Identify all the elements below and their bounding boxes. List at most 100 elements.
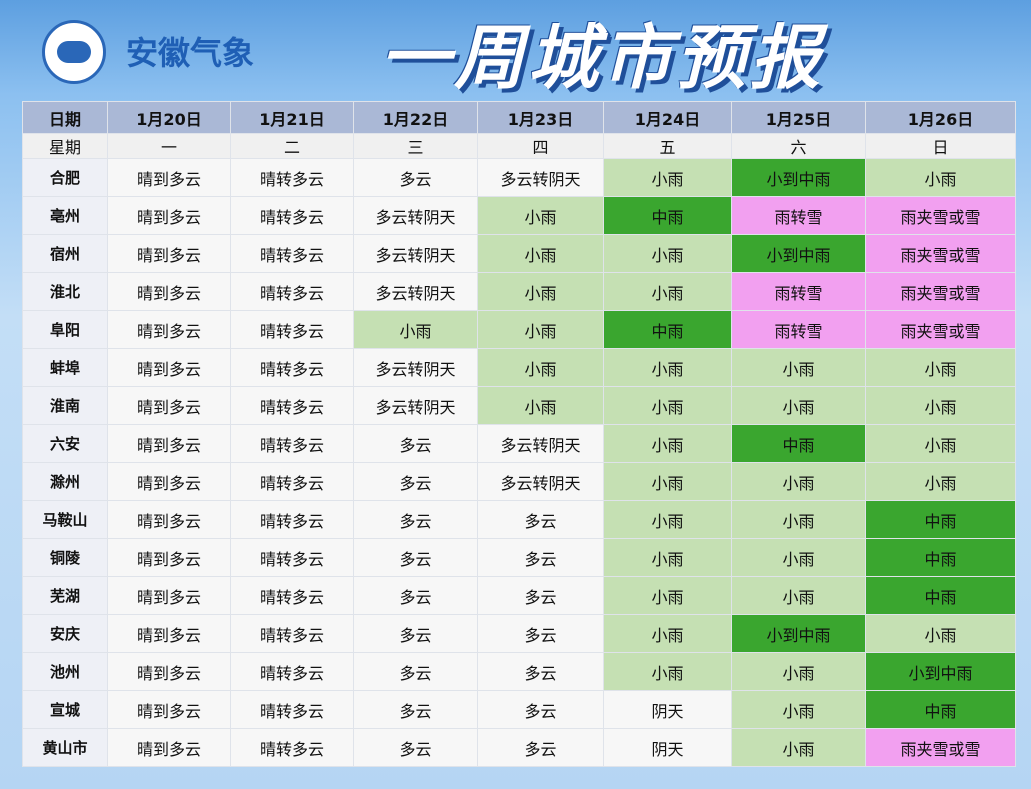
city-row: 池州 晴到多云 晴转多云 多云 多云 小雨 小雨 小到中雨 [22,652,1016,691]
cell: 小雨 [731,690,866,729]
cell: 阴天 [603,690,732,729]
cell: 小雨 [731,576,866,615]
cell: 晴转多云 [230,500,354,539]
city-row: 宣城 晴到多云 晴转多云 多云 多云 阴天 小雨 中雨 [22,690,1016,729]
cell: 雨夹雪或雪 [865,196,1016,235]
row-label: 宣城 [22,690,108,729]
cell: 晴转多云 [230,386,354,425]
cell: 小雨 [477,272,604,311]
row-label: 铜陵 [22,538,108,577]
row-label: 合肥 [22,158,108,197]
cell: 小到中雨 [731,234,866,273]
cell: 中雨 [731,424,866,463]
cell: 小雨 [731,538,866,577]
cell: 阴天 [603,728,732,767]
cell: 晴到多云 [107,196,231,235]
cell: 中雨 [865,690,1016,729]
cell: 多云转阴天 [353,234,478,273]
cell: 多云转阴天 [353,348,478,387]
cell: 中雨 [865,500,1016,539]
cell: 晴转多云 [230,538,354,577]
cell: 小雨 [603,158,732,197]
row-label: 亳州 [22,196,108,235]
city-row: 滁州 晴到多云 晴转多云 多云 多云转阴天 小雨 小雨 小雨 [22,462,1016,501]
cell: 晴转多云 [230,424,354,463]
cell: 雨转雪 [731,272,866,311]
cell: 小雨 [603,424,732,463]
cell: 晴转多云 [230,196,354,235]
row-label: 星期 [22,133,108,159]
cell: 晴到多云 [107,234,231,273]
row-label: 淮南 [22,386,108,425]
cell: 多云 [477,614,604,653]
cell: 晴转多云 [230,576,354,615]
cell: 1月23日 [477,101,604,134]
cell: 小雨 [477,348,604,387]
cell: 多云 [353,652,478,691]
brand: 安徽气象 [126,34,255,72]
cell: 晴转多云 [230,614,354,653]
cell: 小雨 [731,348,866,387]
city-row: 安庆 晴到多云 晴转多云 多云 多云 小雨 小到中雨 小雨 [22,614,1016,653]
row-label: 池州 [22,652,108,691]
forecast-table: 日期 1月20日 1月21日 1月22日 1月23日 1月24日 1月25日 1月26日 星期一… [22,101,1016,767]
cell: 小雨 [353,310,478,349]
cell: 晴转多云 [230,272,354,311]
cell: 多云 [477,690,604,729]
cell: 小雨 [603,462,732,501]
city-row: 黄山市 晴到多云 晴转多云 多云 多云 阴天 小雨 雨夹雪或雪 [22,728,1016,767]
cell: 雨夹雪或雪 [865,728,1016,767]
cell: 多云 [477,576,604,615]
cell: 雨夹雪或雪 [865,310,1016,349]
cell: 多云 [477,538,604,577]
cell: 1月21日 [230,101,354,134]
row-label: 芜湖 [22,576,108,615]
city-row: 宿州 晴到多云 晴转多云 多云转阴天 小雨 小雨 小到中雨 雨夹雪或雪 [22,234,1016,273]
cell: 多云 [477,500,604,539]
cell: 多云转阴天 [353,272,478,311]
cell: 四 [477,133,604,159]
cell: 多云 [353,614,478,653]
cell: 多云 [353,462,478,501]
cell: 晴转多云 [230,348,354,387]
cell: 小雨 [865,462,1016,501]
city-row: 淮北 晴到多云 晴转多云 多云转阴天 小雨 小雨 雨转雪 雨夹雪或雪 [22,272,1016,311]
cell: 小雨 [731,386,866,425]
cell: 小雨 [865,386,1016,425]
cell: 小到中雨 [731,614,866,653]
row-label: 日期 [22,101,108,134]
cell: 雨转雪 [731,196,866,235]
cell: 1月22日 [353,101,478,134]
cell: 小雨 [731,728,866,767]
cell: 五 [603,133,732,159]
cell: 1月20日 [107,101,231,134]
logo [42,20,106,84]
cell: 晴到多云 [107,424,231,463]
cell: 小雨 [603,614,732,653]
city-row: 马鞍山 晴到多云 晴转多云 多云 多云 小雨 小雨 中雨 [22,500,1016,539]
cell: 二 [230,133,354,159]
cell: 晴到多云 [107,576,231,615]
header-row: 日期 1月20日 1月21日 1月22日 1月23日 1月24日 1月25日 1月26日 [22,101,1016,134]
cell: 晴到多云 [107,652,231,691]
cell: 小雨 [603,500,732,539]
cell: 小雨 [865,158,1016,197]
cell: 小雨 [865,348,1016,387]
cell: 晴转多云 [230,652,354,691]
cell: 晴到多云 [107,500,231,539]
cell: 晴到多云 [107,158,231,197]
cell: 中雨 [865,576,1016,615]
city-row: 六安 晴到多云 晴转多云 多云 多云转阴天 小雨 中雨 小雨 [22,424,1016,463]
cell: 晴转多云 [230,234,354,273]
cell: 多云 [353,158,478,197]
cell: 中雨 [865,538,1016,577]
cell: 晴转多云 [230,462,354,501]
row-label: 安庆 [22,614,108,653]
row-label: 六安 [22,424,108,463]
cell: 多云 [353,538,478,577]
cell: 小雨 [603,272,732,311]
cell: 晴到多云 [107,310,231,349]
cell: 晴转多云 [230,310,354,349]
cell: 1月24日 [603,101,732,134]
